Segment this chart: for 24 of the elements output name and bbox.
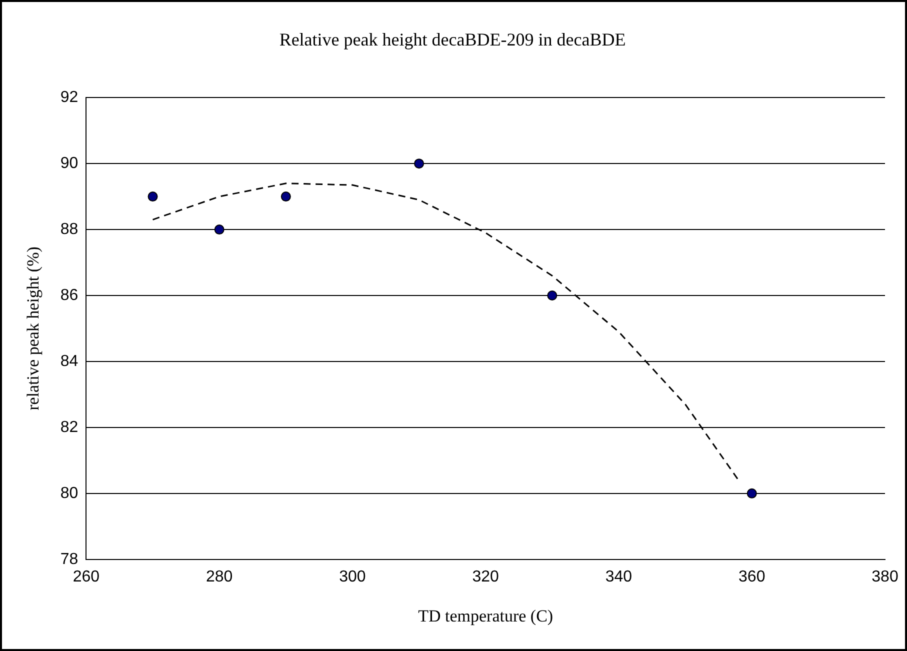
point [214, 224, 224, 235]
y-tick-label: 84 [60, 352, 78, 370]
y-tick-label: 80 [60, 484, 78, 502]
point [148, 192, 158, 202]
x-tick-label: 260 [72, 568, 100, 586]
point [280, 192, 291, 202]
x-tick-label: 280 [206, 568, 233, 586]
y-tick-label: 90 [60, 154, 78, 172]
point [414, 158, 424, 169]
x-tick-label: 300 [339, 568, 366, 586]
chart-title: Relative peak height decaBDE-209 in decaBDE [279, 30, 626, 50]
x-tick-label: 340 [605, 568, 632, 586]
y-tick-label: 78 [60, 550, 78, 568]
y-tick-label: 88 [60, 220, 78, 238]
y-tick-label: 92 [60, 89, 78, 106]
point [746, 488, 757, 498]
x-axis-title: TD temperature (C) [418, 606, 554, 626]
y-tick-label: 86 [60, 286, 78, 304]
x-tick-label: 320 [472, 568, 500, 586]
x-tick-label: 380 [872, 568, 898, 586]
y-tick-label: 82 [60, 418, 78, 436]
x-tick-label: 360 [738, 568, 766, 586]
point [547, 290, 558, 301]
y-axis-title: relative peak height (%) [24, 246, 43, 410]
